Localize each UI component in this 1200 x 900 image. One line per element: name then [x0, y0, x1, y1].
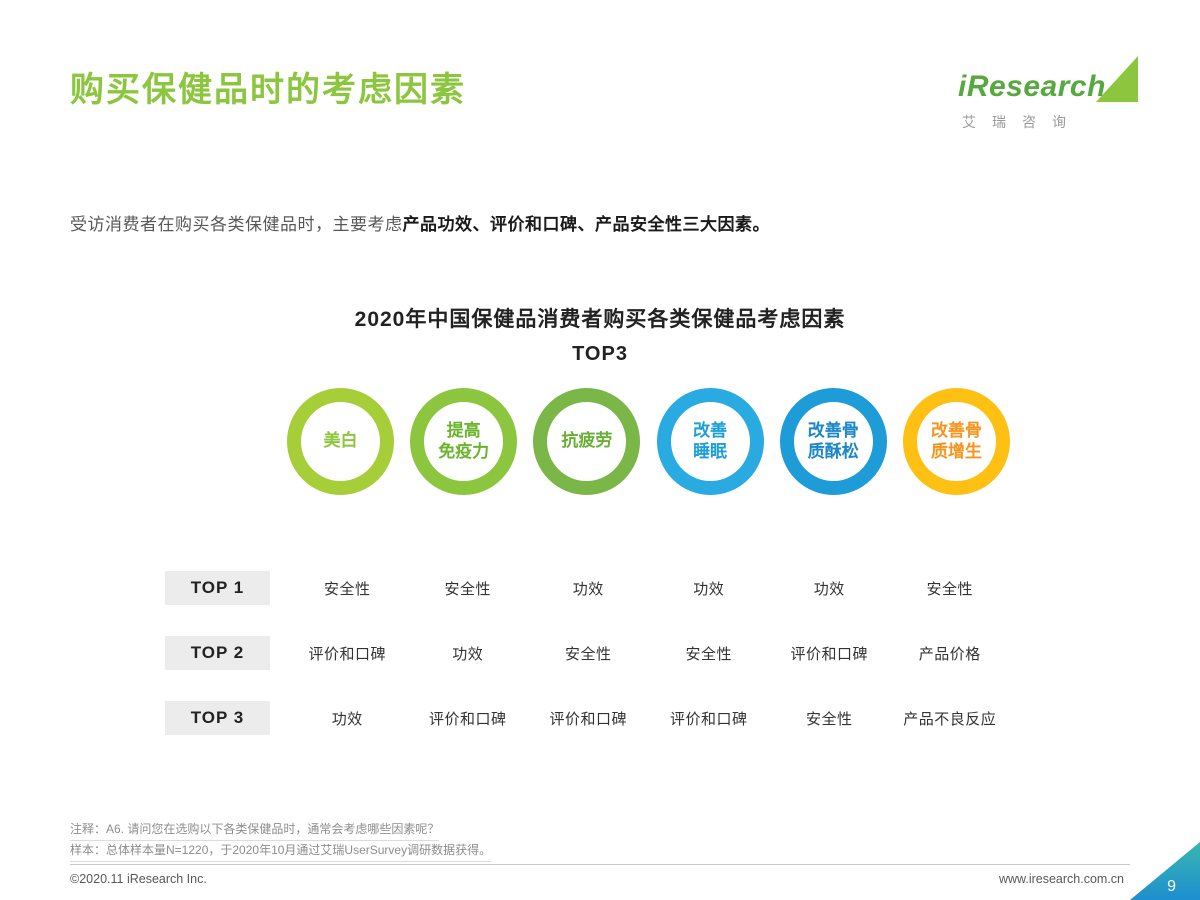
- page-corner-badge: [1130, 842, 1200, 900]
- row-label-top1: TOP 1: [165, 571, 270, 605]
- logo-chinese-name: 艾瑞咨询: [962, 114, 1082, 130]
- ring-anti-fatigue-label: 抗疲劳: [561, 431, 613, 451]
- table-cell: 功效: [693, 580, 725, 598]
- chart-title: 2020年中国保健品消费者购买各类保健品考虑因素: [354, 308, 846, 331]
- ring-osteoporosis-label: 改善骨 质酥松: [807, 421, 859, 461]
- table-cell: 评价和口碑: [790, 645, 868, 663]
- ring-immunity: 提高 免疫力: [410, 388, 518, 495]
- ring-osteoporosis: 改善骨 质酥松: [779, 388, 887, 495]
- table-cell: 产品价格: [918, 645, 981, 663]
- chart-subtitle: TOP3: [572, 343, 628, 365]
- table-cell: 评价和口碑: [428, 710, 507, 728]
- table-row-top2: TOP 2 评价和口碑 功效 安全性 安全性 评价和口碑 产品价格: [165, 636, 1010, 670]
- intro-prefix: 受访消费者在购买各类保健品时，主要考虑: [70, 215, 403, 234]
- table-cell: 安全性: [564, 645, 612, 663]
- row-label-top2: TOP 2: [165, 636, 270, 670]
- ring-anti-fatigue: 抗疲劳: [533, 388, 641, 495]
- page-number: 9: [1167, 878, 1176, 895]
- table-cell: 安全性: [323, 580, 371, 598]
- intro-bold: 产品功效、评价和口碑、产品安全性三大因素。: [402, 215, 770, 234]
- table-cell: 功效: [331, 710, 363, 728]
- page-title: 购买保健品时的考虑因素: [70, 71, 466, 109]
- footnote-sample: 样本：总体样本量N=1220，于2020年10月通过艾瑞UserSurvey调研…: [70, 841, 492, 863]
- ring-immunity-label: 提高 免疫力: [438, 421, 490, 461]
- ring-whitening-label: 美白: [323, 431, 358, 451]
- table-cell: 功效: [452, 645, 484, 663]
- table-row-top3: TOP 3 功效 评价和口碑 评价和口碑 评价和口碑 安全性 产品不良反应: [165, 701, 1010, 735]
- ring-whitening: 美白: [287, 388, 394, 495]
- table-cell: 评价和口碑: [669, 710, 748, 728]
- ring-bone-hyperplasia: 改善骨 质增生: [902, 388, 1010, 495]
- table-cell: 安全性: [805, 710, 853, 728]
- row-cells-top2: 评价和口碑 功效 安全性 安全性 评价和口碑 产品价格: [287, 636, 1010, 670]
- table-cell: 产品不良反应: [903, 710, 997, 728]
- table-cell: 功效: [572, 580, 604, 598]
- ring-bone-hyperplasia-label: 改善骨 质增生: [930, 421, 982, 461]
- table-cell: 安全性: [926, 580, 973, 598]
- table-cell: 安全性: [685, 645, 732, 663]
- logo-sail-icon: [1096, 56, 1138, 102]
- row-cells-top3: 功效 评价和口碑 评价和口碑 评价和口碑 安全性 产品不良反应: [287, 701, 1010, 735]
- footnotes: 注释：A6. 请问您在选购以下各类保健品时，通常会考虑哪些因素呢？ 样本：总体样…: [70, 820, 492, 863]
- table-cell: 功效: [813, 580, 845, 598]
- table-cell: 评价和口碑: [308, 645, 386, 663]
- intro-text: 受访消费者在购买各类保健品时，主要考虑产品功效、评价和口碑、产品安全性三大因素。: [70, 210, 770, 235]
- ring-sleep-label: 改善 睡眠: [693, 421, 728, 461]
- table-cell: 安全性: [444, 580, 491, 598]
- website-text: www.iresearch.com.cn: [998, 872, 1124, 886]
- logo-wordmark: iResearch: [958, 70, 1106, 103]
- table-row-top1: TOP 1 安全性 安全性 功效 功效 功效 安全性: [165, 571, 1010, 605]
- footnote-question: 注释：A6. 请问您在选购以下各类保健品时，通常会考虑哪些因素呢？: [70, 820, 440, 842]
- row-cells-top1: 安全性 安全性 功效 功效 功效 安全性: [287, 571, 1010, 605]
- ring-sleep: 改善 睡眠: [656, 388, 764, 495]
- table-cell: 评价和口碑: [549, 710, 627, 728]
- footer-divider: [70, 864, 1130, 865]
- copyright-text: ©2020.11 iResearch Inc.: [70, 872, 207, 886]
- row-label-top3: TOP 3: [165, 701, 270, 735]
- category-rings: 美白 提高 免疫力 抗疲劳 改善 睡眠 改善骨 质酥松 改善骨 质增生: [287, 388, 1010, 495]
- iresearch-logo: iResearch 艾瑞咨询: [958, 56, 1138, 136]
